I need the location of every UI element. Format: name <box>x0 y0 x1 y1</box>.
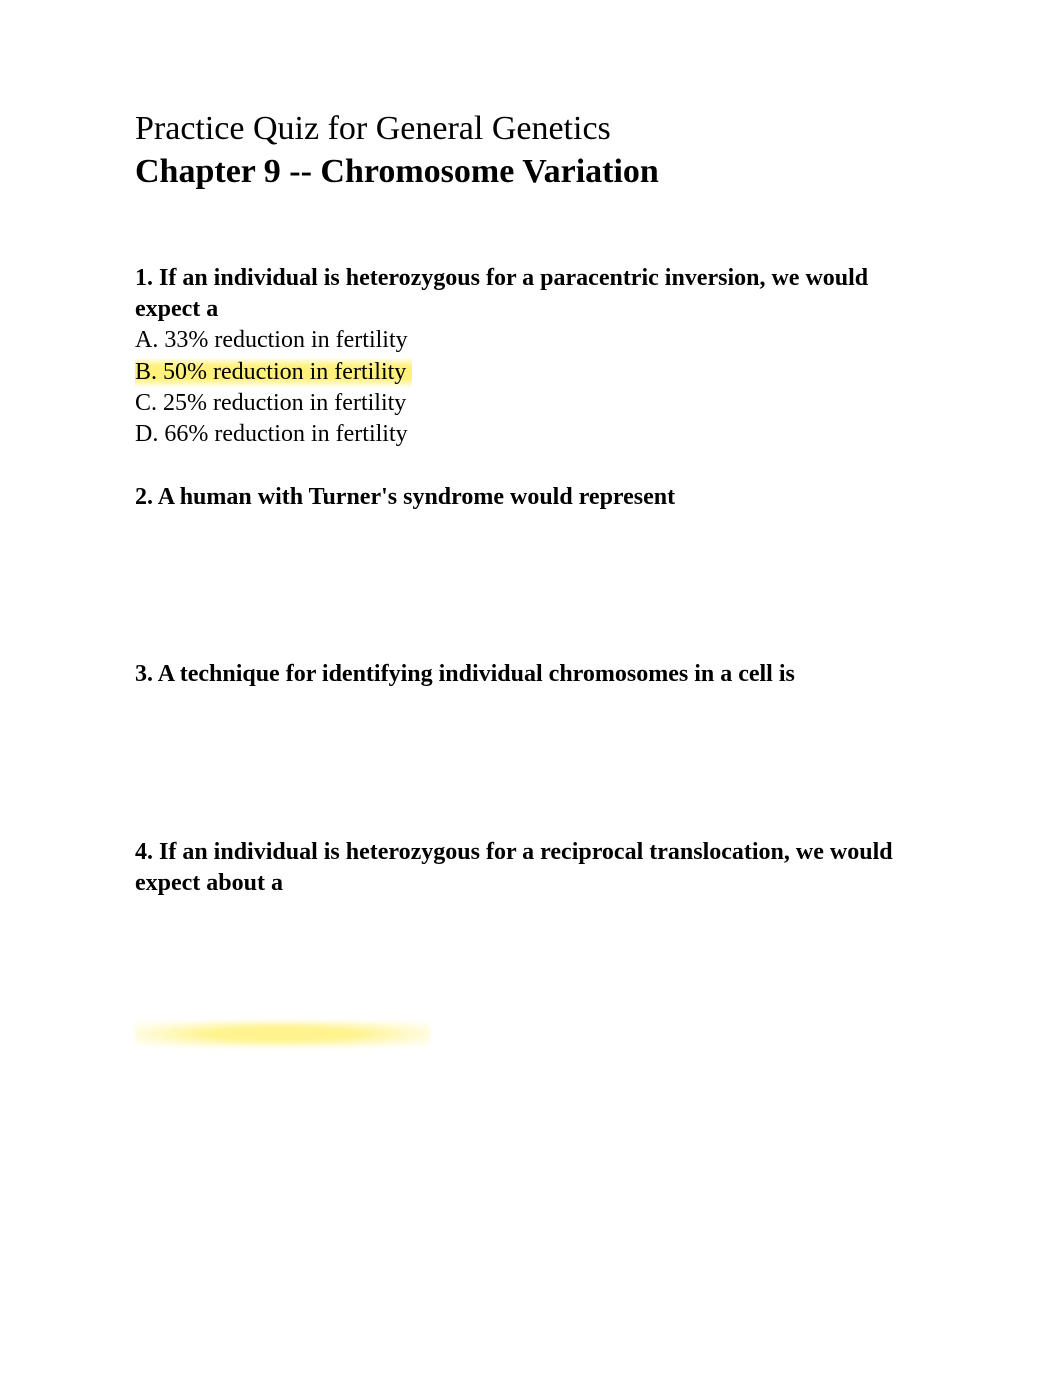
quiz-title-line1: Practice Quiz for General Genetics <box>135 108 927 151</box>
quiz-title-line2: Chapter 9 -- Chromosome Variation <box>135 151 927 194</box>
quiz-header: Practice Quiz for General Genetics Chapt… <box>135 108 927 193</box>
answer-label: B. <box>135 359 157 385</box>
question-body: A technique for identifying individual c… <box>158 661 795 687</box>
answer-1c: C. 25% reduction in fertility <box>135 388 927 419</box>
answer-1b: B. 50% reduction in fertility <box>135 357 927 388</box>
question-number: 3. <box>135 661 153 687</box>
question-number: 1. <box>135 265 153 291</box>
answer-label: A. <box>135 327 158 353</box>
question-number: 4. <box>135 839 153 865</box>
question-body: If an individual is heterozygous for a p… <box>135 265 868 322</box>
question-3: 3. A technique for identifying individua… <box>135 659 927 690</box>
question-1: 1. If an individual is heterozygous for … <box>135 263 927 450</box>
question-body: A human with Turner's syndrome would rep… <box>158 484 675 510</box>
answer-text: 66% reduction in fertility <box>164 421 407 447</box>
answer-1d: D. 66% reduction in fertility <box>135 419 927 450</box>
blur-highlight-strip <box>135 1021 430 1047</box>
answer-text: 25% reduction in fertility <box>163 390 406 416</box>
answer-1a: A. 33% reduction in fertility <box>135 325 927 356</box>
question-4: 4. If an individual is heterozygous for … <box>135 837 927 899</box>
question-3-text: 3. A technique for identifying individua… <box>135 659 927 690</box>
answer-label: D. <box>135 421 158 447</box>
answer-text: 50% reduction in fertility <box>163 359 406 385</box>
question-1-text: 1. If an individual is heterozygous for … <box>135 263 927 325</box>
question-4-text: 4. If an individual is heterozygous for … <box>135 837 927 899</box>
question-number: 2. <box>135 484 153 510</box>
answer-text: 33% reduction in fertility <box>164 327 407 353</box>
question-2-text: 2. A human with Turner's syndrome would … <box>135 482 927 513</box>
question-2: 2. A human with Turner's syndrome would … <box>135 482 927 513</box>
answer-label: C. <box>135 390 157 416</box>
question-body: If an individual is heterozygous for a r… <box>135 839 893 896</box>
